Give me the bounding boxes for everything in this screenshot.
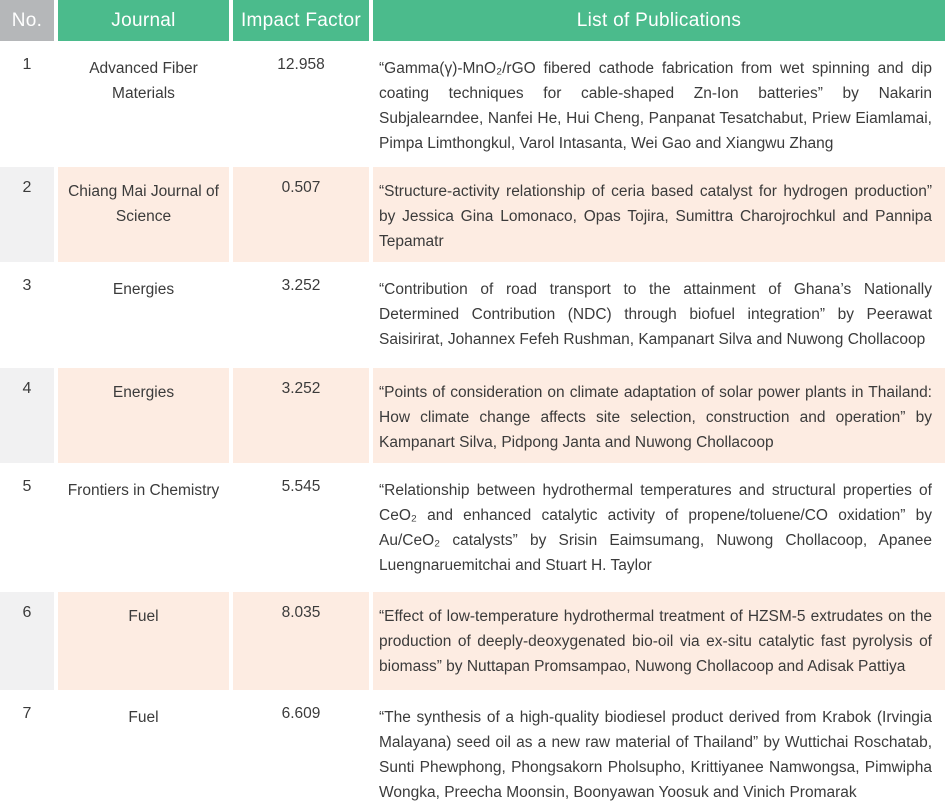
table-row: 2 Chiang Mai Journal of Science 0.507 “S… (0, 167, 945, 262)
publication-cell: “Points of consideration on climate adap… (373, 368, 945, 463)
row-number-cell: 1 (22, 56, 32, 73)
table-body: 1 Advanced Fiber Materials 12.958 “Gamma… (0, 44, 945, 805)
impact-factor-cell: 5.545 (281, 478, 321, 495)
table-row: 4 Energies 3.252 “Points of consideratio… (0, 368, 945, 463)
row-number-cell: 2 (0, 167, 54, 262)
table-row: 3 Energies 3.252 “Contribution of road t… (0, 265, 945, 365)
impact-factor-cell: 3.252 (281, 277, 321, 294)
header-cell-publications: List of Publications (373, 0, 945, 41)
journal-cell: Chiang Mai Journal of Science (58, 167, 229, 262)
publication-cell: “Effect of low-temperature hydrothermal … (373, 592, 945, 690)
row-number-cell: 3 (22, 277, 32, 294)
table-header-row: No. Journal Impact Factor List of Public… (0, 0, 945, 41)
impact-factor-cell: 8.035 (233, 592, 369, 690)
publication-cell: “Contribution of road transport to the a… (379, 281, 932, 348)
header-label-impact-factor: Impact Factor (240, 9, 362, 31)
journal-cell: Energies (112, 281, 175, 298)
table-row: 6 Fuel 8.035 “Effect of low-temperature … (0, 592, 945, 690)
table-row: 5 Frontiers in Chemistry 5.545 “Relation… (0, 466, 945, 589)
header-label-journal: Journal (111, 9, 176, 31)
table-row: 7 Fuel 6.609 “The synthesis of a high-qu… (0, 693, 945, 805)
row-number-cell: 5 (22, 478, 32, 495)
journal-cell: Frontiers in Chemistry (67, 482, 220, 499)
publication-cell: “The synthesis of a high-quality biodies… (379, 709, 932, 801)
row-number-cell: 7 (22, 705, 32, 722)
header-cell-impact-factor: Impact Factor (233, 0, 369, 41)
impact-factor-cell: 12.958 (277, 56, 325, 73)
journal-cell: Fuel (58, 592, 229, 690)
impact-factor-cell: 3.252 (233, 368, 369, 463)
header-label-publications: List of Publications (576, 9, 742, 31)
journal-cell: Fuel (128, 709, 159, 726)
journal-cell: Energies (58, 368, 229, 463)
table-row: 1 Advanced Fiber Materials 12.958 “Gamma… (0, 44, 945, 164)
publication-cell: “Relationship between hydrothermal tempe… (379, 482, 932, 574)
impact-factor-cell: 0.507 (233, 167, 369, 262)
header-cell-journal: Journal (58, 0, 229, 41)
row-number-cell: 4 (0, 368, 54, 463)
row-number-cell: 6 (0, 592, 54, 690)
publication-cell: “Gamma(γ)-MnO₂/rGO fibered cathode fabri… (379, 60, 932, 152)
impact-factor-cell: 6.609 (281, 705, 321, 722)
header-cell-no: No. (0, 0, 54, 41)
publication-cell: “Structure-activity relationship of ceri… (373, 167, 945, 262)
header-label-no: No. (11, 9, 43, 31)
journal-cell: Advanced Fiber Materials (89, 60, 198, 102)
